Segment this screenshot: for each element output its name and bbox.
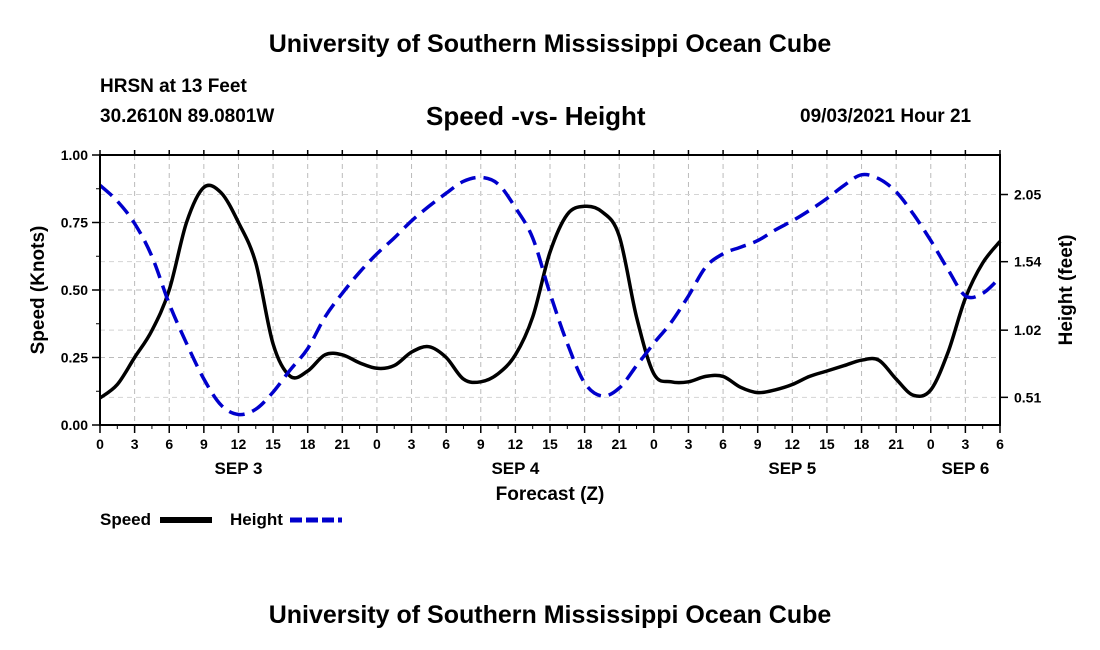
date-label: SEP 4 [491, 459, 539, 478]
x-tick-label: 6 [442, 436, 450, 452]
x-tick-label: 21 [335, 436, 351, 452]
y-tick-label: 0.75 [61, 215, 88, 231]
x-tick-label: 0 [927, 436, 935, 452]
x-tick-label: 18 [577, 436, 593, 452]
station-coords: 30.2610N 89.0801W [100, 106, 275, 127]
x-tick-label: 6 [996, 436, 1004, 452]
y-axis-label: Speed (Knots) [28, 226, 49, 355]
x-tick-label: 0 [96, 436, 104, 452]
x-tick-label: 9 [200, 436, 208, 452]
x-tick-label: 18 [300, 436, 316, 452]
y-tick-label: 0.00 [61, 417, 88, 433]
y2-tick-label: 2.05 [1014, 187, 1041, 203]
ticks: 0 3 6 9 12 15 18 21 0 3 6 9 12 15 18 21 0 3 6 9 12 15 18 21 0 3 6 0… [61, 147, 1042, 478]
date-label: SEP 5 [768, 459, 816, 478]
y2-tick-label: 1.02 [1014, 322, 1041, 338]
station-name: HRSN at 13 Feet [100, 76, 247, 97]
x-tick-label: 3 [961, 436, 969, 452]
x-tick-label: 21 [888, 436, 904, 452]
legend: Speed Height [100, 510, 342, 529]
x-tick-label: 15 [265, 436, 281, 452]
x-tick-label: 18 [854, 436, 870, 452]
x-tick-label: 6 [719, 436, 727, 452]
x-tick-label: 21 [611, 436, 627, 452]
date-label: SEP 6 [941, 459, 989, 478]
page-title-bottom: University of Southern Mississippi Ocean… [268, 601, 832, 629]
y-tick-label: 0.25 [61, 350, 88, 366]
x-tick-label: 0 [373, 436, 381, 452]
x-tick-label: 12 [785, 436, 801, 452]
x-tick-label: 12 [508, 436, 524, 452]
x-tick-label: 3 [131, 436, 139, 452]
y2-tick-label: 1.54 [1014, 254, 1041, 270]
y2-tick-label: 0.51 [1014, 389, 1041, 405]
timestamp: 09/03/2021 Hour 21 [800, 106, 972, 127]
x-tick-label: 9 [477, 436, 485, 452]
x-tick-label: 6 [165, 436, 173, 452]
page-title-top: University of Southern Mississippi Ocean… [268, 30, 832, 58]
legend-label-height: Height [230, 510, 283, 529]
x-axis-label: Forecast (Z) [496, 484, 605, 505]
series-line-speed [98, 183, 1002, 400]
legend-label-speed: Speed [100, 510, 151, 529]
date-label: SEP 3 [215, 459, 263, 478]
x-tick-label: 0 [650, 436, 658, 452]
series-layer [98, 172, 1002, 417]
y-tick-label: 1.00 [61, 147, 88, 163]
y-tick-label: 0.50 [61, 282, 88, 298]
y2-axis-label: Height (feet) [1056, 235, 1077, 346]
chart-title: Speed -vs- Height [426, 101, 646, 131]
x-tick-label: 3 [408, 436, 416, 452]
x-tick-label: 12 [231, 436, 247, 452]
x-tick-label: 9 [754, 436, 762, 452]
x-tick-label: 15 [542, 436, 558, 452]
x-tick-label: 15 [819, 436, 835, 452]
x-tick-label: 3 [685, 436, 693, 452]
